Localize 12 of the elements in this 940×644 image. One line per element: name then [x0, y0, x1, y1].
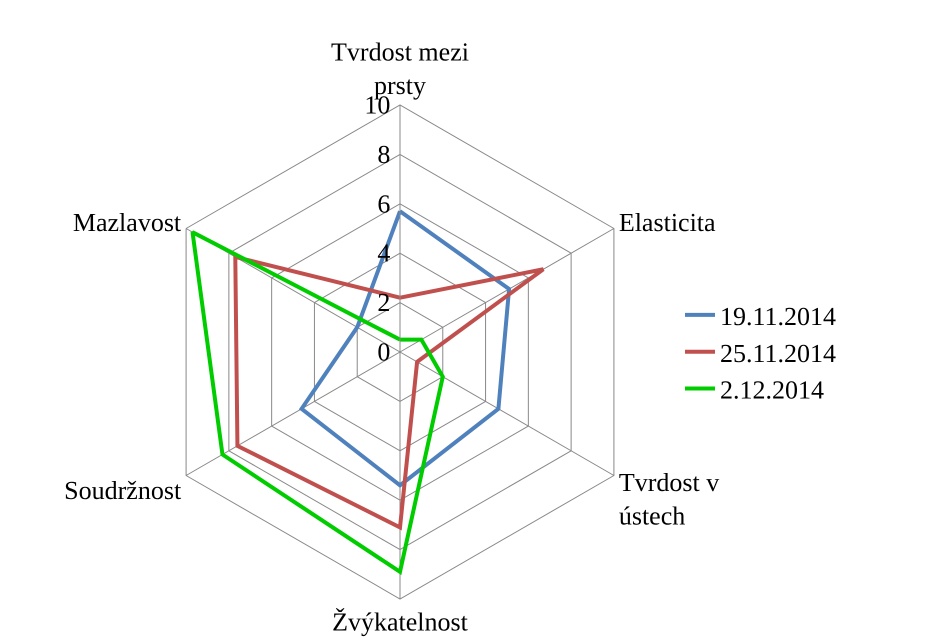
spoke-label: Soudržnost	[64, 476, 182, 506]
y-tick-label: 8	[377, 140, 390, 169]
legend-label: 19.11.2014	[720, 302, 836, 332]
y-tick-label: 6	[377, 189, 390, 218]
spoke-label: Žvýkatelnost	[332, 608, 469, 637]
legend-label: 2.12.2014	[720, 376, 824, 405]
legend-label: 25.11.2014	[720, 338, 836, 368]
y-tick-label: 2	[377, 288, 390, 318]
spoke-label: Mazlavost	[72, 208, 182, 237]
spoke-label: Tvrdost v ústech	[618, 468, 720, 531]
y-tick-label: 0	[377, 337, 390, 366]
spoke-label: Elasticita	[618, 208, 716, 237]
